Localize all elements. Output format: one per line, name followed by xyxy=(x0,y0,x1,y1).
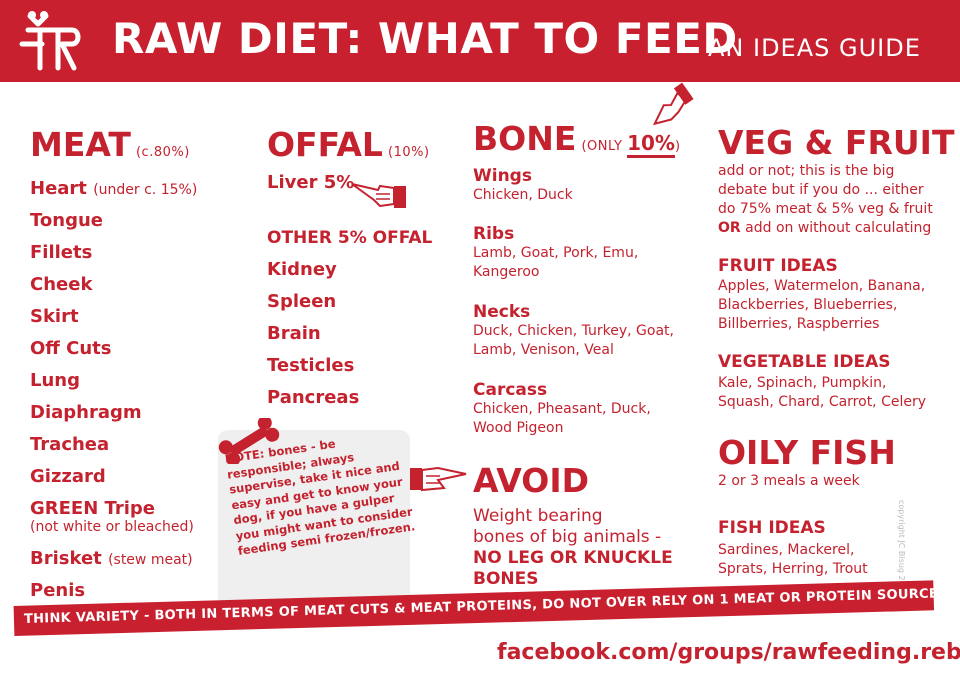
meat-item: Lung xyxy=(30,370,80,391)
pointing-hand-down-icon xyxy=(652,82,694,126)
note-card xyxy=(218,430,410,608)
vegetable-ideas-list: Kale, Spinach, Pumpkin, Squash, Chard, C… xyxy=(718,375,927,410)
meat-item: Skirt xyxy=(30,306,79,327)
pointing-hand-icon xyxy=(351,183,406,208)
liver-item: Liver 5% xyxy=(267,172,355,193)
meat-item: Diaphragm xyxy=(30,402,142,423)
veg-fruit-description: add or not; this is the big debate but i… xyxy=(718,163,933,236)
tripe-note: (not white or bleached) xyxy=(30,519,194,535)
facebook-group-link[interactable]: facebook.com/groups/rawfeeding.rebels xyxy=(497,640,960,665)
meat-item: Penis xyxy=(30,580,86,601)
pointing-hand-right-icon xyxy=(410,466,467,492)
meat-item: Gizzard xyxy=(30,466,106,487)
offal-item: Pancreas xyxy=(267,387,360,408)
offal-item: Brain xyxy=(267,323,321,344)
fish-ideas-title: FISH IDEAS xyxy=(718,518,826,538)
avoid-text: Weight bearing bones of big animals - NO… xyxy=(473,506,673,589)
bone-percentage: 10% xyxy=(627,131,675,158)
oily-fish-description: 2 or 3 meals a week xyxy=(718,473,860,489)
offal-heading: OFFAL (10%) xyxy=(267,128,430,161)
fruit-ideas-list: Apples, Watermelon, Banana, Blackberries… xyxy=(718,278,926,332)
page-subtitle: AN IDEAS GUIDE xyxy=(708,34,921,62)
bone-heading: BONE (ONLY 10%) xyxy=(473,119,681,158)
page-title: RAW DIET: WHAT TO FEED xyxy=(112,14,738,63)
header-bar: RAW DIET: WHAT TO FEED AN IDEAS GUIDE xyxy=(0,0,960,82)
meat-item: Heart (under c. 15%) xyxy=(30,178,198,199)
meat-item: Cheek xyxy=(30,274,93,295)
bone-group-necks: Necks Duck, Chicken, Turkey, Goat, Lamb,… xyxy=(473,302,674,358)
bone-title: BONE xyxy=(473,119,577,158)
vegetable-ideas-title: VEGETABLE IDEAS xyxy=(718,352,891,372)
meat-item: Tongue xyxy=(30,210,103,231)
offal-item: Testicles xyxy=(267,355,355,376)
fruit-ideas-title: FRUIT IDEAS xyxy=(718,256,838,276)
other-offal-title: OTHER 5% OFFAL xyxy=(267,228,433,248)
offal-item: Spleen xyxy=(267,291,337,312)
offal-percentage: (10%) xyxy=(388,145,430,160)
oily-fish-title: OILY FISH xyxy=(718,433,896,472)
bone-group-ribs: Ribs Lamb, Goat, Pork, Emu, Kangeroo xyxy=(473,224,639,280)
veg-fruit-title: VEG & FRUIT xyxy=(718,123,955,162)
meat-item: Brisket (stew meat) xyxy=(30,548,193,569)
offal-item: Kidney xyxy=(267,259,337,280)
bone-group-carcass: Carcass Chicken, Pheasant, Duck, Wood Pi… xyxy=(473,380,651,436)
meat-item: Trachea xyxy=(30,434,110,455)
meat-item: Fillets xyxy=(30,242,93,263)
avoid-title: AVOID xyxy=(473,461,589,500)
meat-title: MEAT xyxy=(30,125,131,164)
meat-item: Off Cuts xyxy=(30,338,112,359)
meat-item: GREEN Tripe xyxy=(30,498,155,519)
bone-icon xyxy=(218,418,280,464)
fish-ideas-list: Sardines, Mackerel, Sprats, Herring, Tro… xyxy=(718,542,868,577)
rr-logo-icon xyxy=(19,11,81,71)
meat-heading: MEAT (c.80%) xyxy=(30,128,190,161)
offal-title: OFFAL xyxy=(267,125,383,164)
bone-group-wings: Wings Chicken, Duck xyxy=(473,166,573,203)
meat-percentage: (c.80%) xyxy=(135,145,190,160)
